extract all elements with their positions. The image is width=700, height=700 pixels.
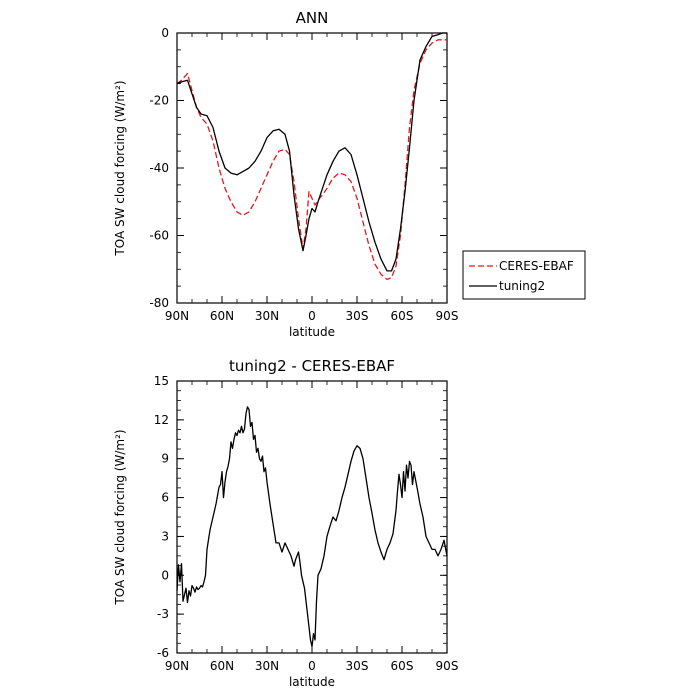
y-tick-label: 0 — [161, 568, 169, 582]
series-line-ceres-ebaf — [176, 39, 447, 281]
y-tick-label: -3 — [157, 607, 169, 621]
y-tick-label: 15 — [154, 374, 169, 388]
x-tick-label: 60N — [210, 659, 234, 673]
y-tick-label: -6 — [157, 646, 169, 660]
x-tick-label: 60S — [391, 309, 414, 323]
y-axis-label: TOA SW cloud forcing (W/m²) — [113, 429, 127, 605]
plot-frame — [176, 380, 448, 654]
y-tick-label: 6 — [161, 491, 169, 505]
x-tick-label: 30N — [255, 309, 279, 323]
x-tick-label: 30N — [255, 659, 279, 673]
series-line-tuning2 — [176, 32, 447, 272]
x-tick-label: 90S — [436, 659, 459, 673]
x-tick-label: 90S — [436, 309, 459, 323]
y-tick-label: 9 — [161, 452, 169, 466]
chart-1: ANN 90N 60N 30N 0 30S 60S 90S 0 -20 -40 -60 -80 latit… — [113, 9, 586, 339]
y-tick-label: 12 — [154, 413, 169, 427]
y-tick-label: -80 — [149, 296, 169, 310]
y-tick-label: -20 — [149, 94, 169, 108]
series-line-diff-0 — [176, 406, 448, 648]
x-tick-label: 60N — [210, 309, 234, 323]
x-tick-label: 0 — [308, 659, 316, 673]
y-tick-label: 0 — [161, 26, 169, 40]
y-tick-label: -40 — [149, 161, 169, 175]
chart-title: tuning2 - CERES-EBAF — [229, 357, 395, 375]
x-tick-label: 0 — [308, 309, 316, 323]
x-tick-label: 30S — [346, 659, 369, 673]
x-axis-label: latitude — [289, 325, 335, 339]
y-tick-label: -60 — [149, 229, 169, 243]
legend-label: CERES-EBAF — [499, 259, 574, 273]
chart-2: tuning2 - CERES-EBAF 90N 60N 30N 0 30S 60S 90S 1… — [113, 357, 458, 689]
x-tick-label: 90N — [165, 659, 189, 673]
chart-title: ANN — [296, 9, 329, 27]
x-axis-label: latitude — [289, 675, 335, 689]
x-tick-label: 90N — [165, 309, 189, 323]
legend: CERES-EBAF tuning2 — [462, 250, 586, 300]
legend-label: tuning2 — [499, 279, 545, 293]
legend-box — [462, 250, 586, 300]
y-tick-label: 3 — [161, 529, 169, 543]
x-tick-label: 60S — [391, 659, 414, 673]
y-axis-label: TOA SW cloud forcing (W/m²) — [113, 80, 127, 256]
x-tick-label: 30S — [346, 309, 369, 323]
